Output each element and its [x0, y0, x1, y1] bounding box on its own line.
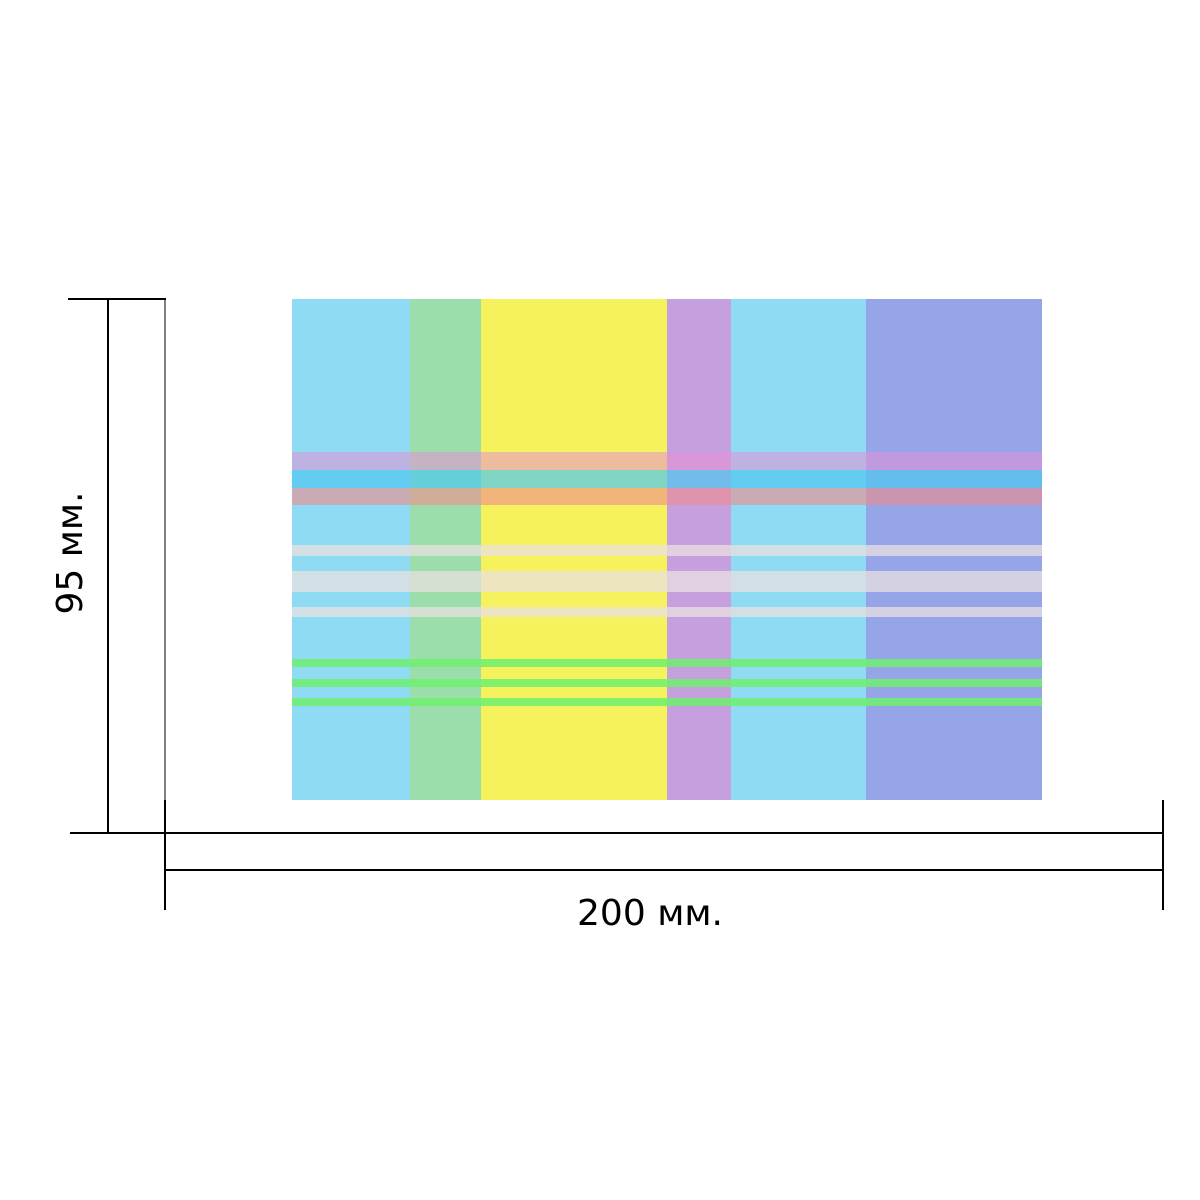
band — [292, 452, 1042, 470]
band — [292, 571, 1042, 592]
band — [292, 659, 1042, 667]
plaid-pattern — [292, 299, 1042, 800]
height-label: 95 мм. — [50, 491, 91, 614]
band — [292, 679, 1042, 687]
height-dimension: 95 мм. — [50, 298, 166, 834]
band — [292, 545, 1042, 556]
width-label: 200 мм. — [577, 893, 723, 934]
band — [292, 698, 1042, 706]
width-dimension: 200 мм. — [164, 800, 1164, 934]
band — [292, 607, 1042, 617]
band — [292, 488, 1042, 505]
band — [292, 470, 1042, 488]
